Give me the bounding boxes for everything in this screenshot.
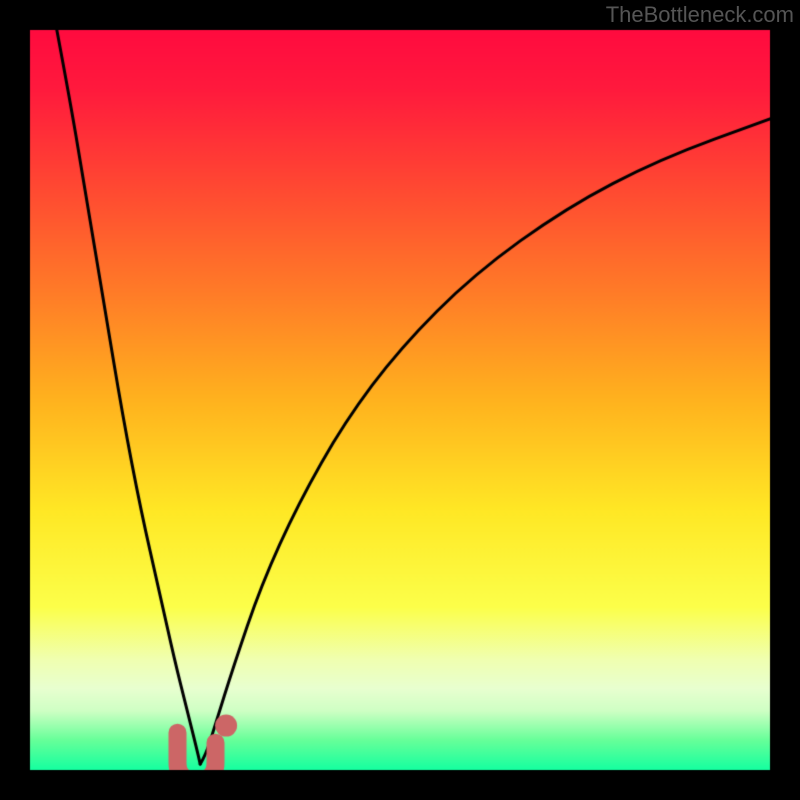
chart-stage: TheBottleneck.com bbox=[0, 0, 800, 800]
bottleneck-chart-canvas bbox=[0, 0, 800, 800]
attribution-text: TheBottleneck.com bbox=[606, 2, 794, 28]
